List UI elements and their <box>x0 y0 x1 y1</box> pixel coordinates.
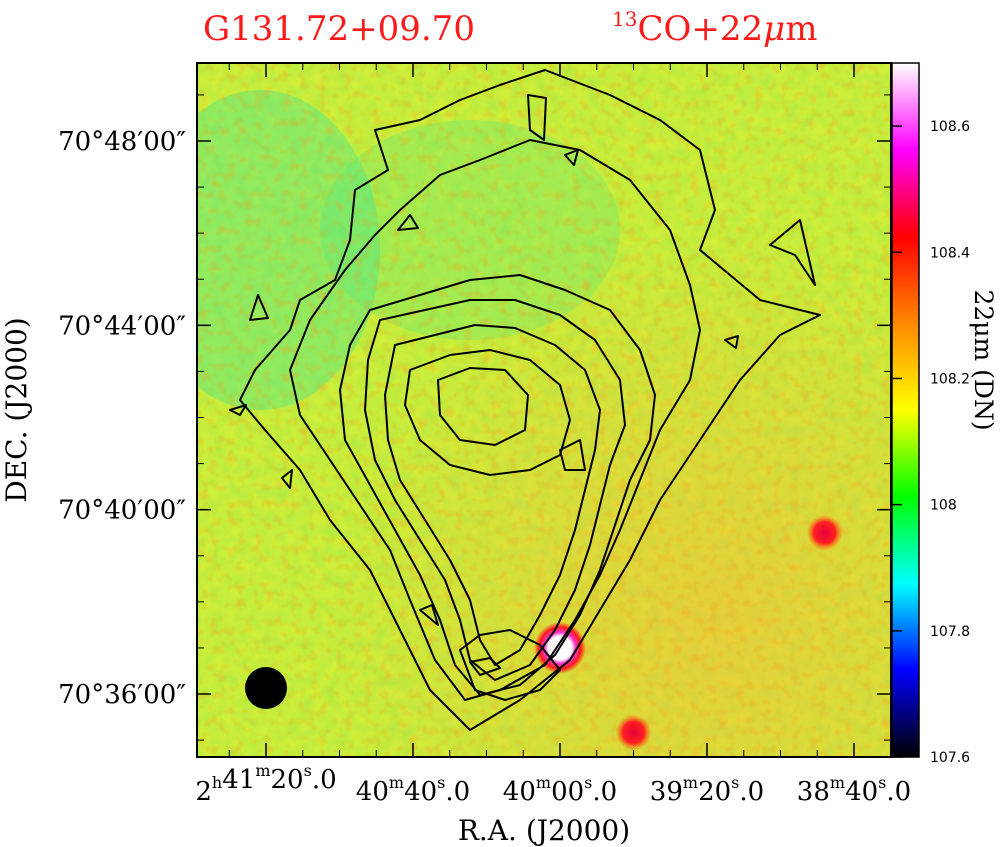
contour-level-7 <box>437 367 529 446</box>
colorbar-ticks: 108.6 108.4 108.2 108 107.8 107.6 <box>892 119 970 766</box>
contour-level-5 <box>384 324 601 666</box>
y-tick-labels: 70°48′00″ 70°44′00″ 70°40′00″ 70°36′00″ <box>58 127 891 710</box>
title-greek: μ <box>763 9 785 49</box>
contour-small-loop-d <box>249 294 269 321</box>
title-tail: m <box>785 9 817 49</box>
plot-frame <box>196 62 892 758</box>
title-main: CO+22 <box>637 9 763 49</box>
contour-southern-arc <box>459 629 561 701</box>
colorbar-tick-label: 107.8 <box>930 624 970 640</box>
title-superscript: 13 <box>612 7 637 31</box>
colorbar-tick-label: 108.6 <box>930 119 970 135</box>
contour-level-3 <box>339 274 656 696</box>
x-tick-label: 40m40s.0 <box>356 773 470 807</box>
x-axis-label: R.A. (J2000) <box>458 814 630 847</box>
colorbar-tick-label: 108.2 <box>930 371 970 387</box>
contour-southern-knot <box>469 657 501 676</box>
y-tick-label: 70°48′00″ <box>58 127 186 157</box>
point-source <box>806 514 843 551</box>
colorbar-label: 22μm (DN) <box>969 289 998 430</box>
contour-small-loop-f <box>419 604 439 626</box>
colorbar-tick-label: 107.6 <box>930 750 970 766</box>
colorbar-tick-label: 108.4 <box>930 245 970 261</box>
x-tick-label: 38m40s.0 <box>797 773 911 807</box>
colorbar-tick-label: 108 <box>930 498 957 514</box>
contour-level-4 <box>364 299 626 681</box>
y-tick-label: 70°36′00″ <box>58 680 186 710</box>
contour-small-loop-g <box>724 335 739 349</box>
point-source <box>615 714 652 751</box>
x-tick-label: 39m20s.0 <box>650 773 764 807</box>
colorbar-frame <box>891 62 920 758</box>
contour-small-loop-e <box>229 404 247 416</box>
contour-small-loop-i <box>281 469 293 489</box>
contour-small-loop-c <box>527 94 547 141</box>
chart-title-right: 13CO+22μm <box>612 7 817 49</box>
x-tick-label: 2h41m20s.0 <box>195 761 336 807</box>
contour-small-loop-a <box>397 214 419 231</box>
contour-small-loop-b <box>564 149 579 166</box>
y-tick-label: 70°40′00″ <box>58 496 186 526</box>
beam-symbol <box>245 667 287 709</box>
x-tick-labels: 2h41m20s.0 40m40s.0 40m00s.0 39m20s.0 38m40s… <box>195 63 911 807</box>
co-contours <box>229 69 821 731</box>
colorbar <box>892 63 919 757</box>
contour-level-2 <box>289 139 701 701</box>
contour-level-6 <box>404 349 571 476</box>
contour-small-loop-h <box>559 439 586 471</box>
x-tick-label: 40m00s.0 <box>503 773 617 807</box>
y-axis-label: DEC. (J2000) <box>0 317 33 502</box>
y-tick-label: 70°44′00″ <box>58 311 186 341</box>
chart-title-left: G131.72+09.70 <box>203 9 475 49</box>
contour-level-1 <box>239 69 821 731</box>
image-panel <box>197 63 891 757</box>
contour-east-arm <box>769 219 816 286</box>
